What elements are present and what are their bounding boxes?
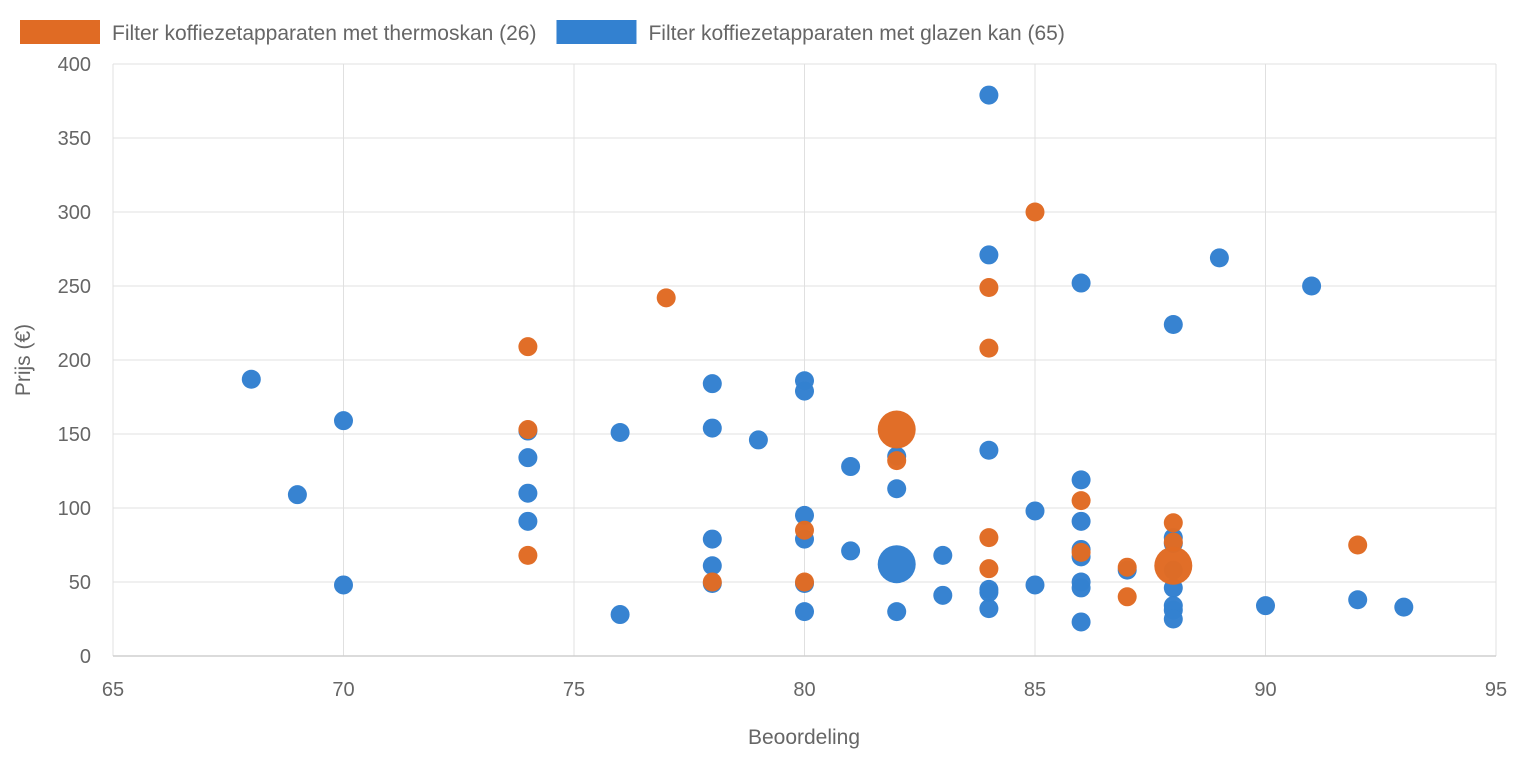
y-tick-label: 100 (58, 498, 91, 520)
data-point[interactable] (795, 520, 814, 540)
data-point[interactable] (656, 288, 676, 308)
data-point[interactable] (841, 541, 861, 561)
data-point[interactable] (841, 457, 861, 477)
data-point[interactable] (1117, 557, 1137, 577)
data-point[interactable] (979, 245, 999, 265)
data-point[interactable] (1256, 596, 1275, 616)
data-point[interactable] (979, 559, 999, 579)
axes: 65 70 75 80 85 90 95 0 50 100 150 200 250 300 350 400 (58, 54, 1508, 701)
data-point[interactable] (702, 374, 722, 394)
data-point[interactable] (1163, 532, 1183, 552)
data-point[interactable] (887, 451, 907, 471)
y-tick-label: 200 (58, 350, 91, 372)
series-1 (518, 202, 1368, 607)
data-point[interactable] (702, 572, 722, 592)
data-point[interactable] (887, 602, 907, 622)
data-point[interactable] (1163, 609, 1183, 629)
data-point[interactable] (795, 572, 814, 592)
y-tick-label: 350 (58, 128, 91, 150)
data-point[interactable] (979, 85, 999, 105)
data-point[interactable] (1025, 501, 1045, 521)
data-point[interactable] (1071, 273, 1091, 293)
legend-label: Filter koffiezetapparaten met glazen kan… (648, 22, 1064, 45)
x-tick-label: 70 (332, 679, 354, 701)
x-axis-title: Beoordeling (748, 726, 860, 749)
data-point[interactable] (702, 418, 722, 438)
data-points (241, 85, 1414, 632)
data-point[interactable] (1163, 513, 1183, 533)
series-0 (241, 85, 1414, 632)
legend-swatch (20, 20, 100, 44)
data-point[interactable] (979, 440, 999, 460)
data-point[interactable] (610, 423, 630, 443)
legend-swatch (556, 20, 637, 44)
x-tick-label: 80 (793, 679, 815, 701)
data-point[interactable] (877, 410, 916, 449)
data-point[interactable] (979, 528, 999, 548)
data-point[interactable] (979, 582, 999, 602)
x-tick-label: 65 (102, 679, 124, 701)
data-point[interactable] (334, 411, 353, 431)
legend-item[interactable]: Filter koffiezetapparaten met glazen kan… (556, 20, 1065, 45)
legend-item[interactable]: Filter koffiezetapparaten met thermoskan… (20, 20, 536, 45)
y-tick-label: 400 (58, 54, 91, 76)
data-point[interactable] (1348, 535, 1368, 555)
data-point[interactable] (1071, 578, 1091, 598)
x-tick-label: 85 (1024, 679, 1046, 701)
y-tick-label: 300 (58, 202, 91, 224)
legend: Filter koffiezetapparaten met thermoskan… (20, 20, 1065, 45)
data-point[interactable] (287, 485, 307, 505)
data-point[interactable] (887, 479, 907, 499)
data-point[interactable] (518, 483, 538, 503)
data-point[interactable] (1163, 314, 1183, 334)
data-point[interactable] (1071, 542, 1091, 562)
data-point[interactable] (748, 430, 768, 450)
data-point[interactable] (795, 505, 814, 525)
data-point[interactable] (518, 337, 538, 357)
data-point[interactable] (1025, 202, 1045, 222)
data-point[interactable] (1071, 511, 1091, 531)
x-tick-label: 90 (1254, 679, 1276, 701)
grid (112, 63, 1497, 657)
data-point[interactable] (702, 556, 722, 576)
y-tick-label: 250 (58, 276, 91, 298)
data-point[interactable] (795, 381, 814, 401)
x-tick-label: 95 (1485, 679, 1507, 701)
data-point[interactable] (518, 511, 538, 531)
data-point[interactable] (1117, 587, 1137, 607)
y-axis-title: Prijs (€) (12, 324, 35, 396)
data-point[interactable] (1302, 276, 1322, 296)
data-point[interactable] (518, 448, 538, 468)
data-point[interactable] (933, 545, 953, 565)
data-point[interactable] (518, 420, 538, 440)
data-point[interactable] (1071, 612, 1091, 632)
data-point[interactable] (1154, 546, 1193, 585)
y-tick-label: 0 (80, 646, 91, 668)
data-point[interactable] (241, 369, 261, 389)
data-point[interactable] (877, 545, 916, 584)
data-point[interactable] (1394, 597, 1414, 617)
data-point[interactable] (1025, 575, 1045, 595)
data-point[interactable] (610, 605, 630, 625)
data-point[interactable] (1209, 248, 1229, 268)
data-point[interactable] (979, 277, 999, 297)
data-point[interactable] (334, 575, 353, 595)
data-point[interactable] (1071, 491, 1091, 511)
data-point[interactable] (979, 599, 999, 619)
y-tick-label: 50 (69, 572, 91, 594)
x-tick-label: 75 (563, 679, 585, 701)
data-point[interactable] (1348, 590, 1368, 610)
data-point[interactable] (795, 602, 814, 622)
data-point[interactable] (979, 338, 999, 358)
data-point[interactable] (518, 545, 538, 565)
data-point[interactable] (702, 529, 722, 549)
data-point[interactable] (1071, 470, 1091, 490)
y-tick-label: 150 (58, 424, 91, 446)
legend-label: Filter koffiezetapparaten met thermoskan… (112, 22, 536, 45)
data-point[interactable] (933, 585, 953, 605)
